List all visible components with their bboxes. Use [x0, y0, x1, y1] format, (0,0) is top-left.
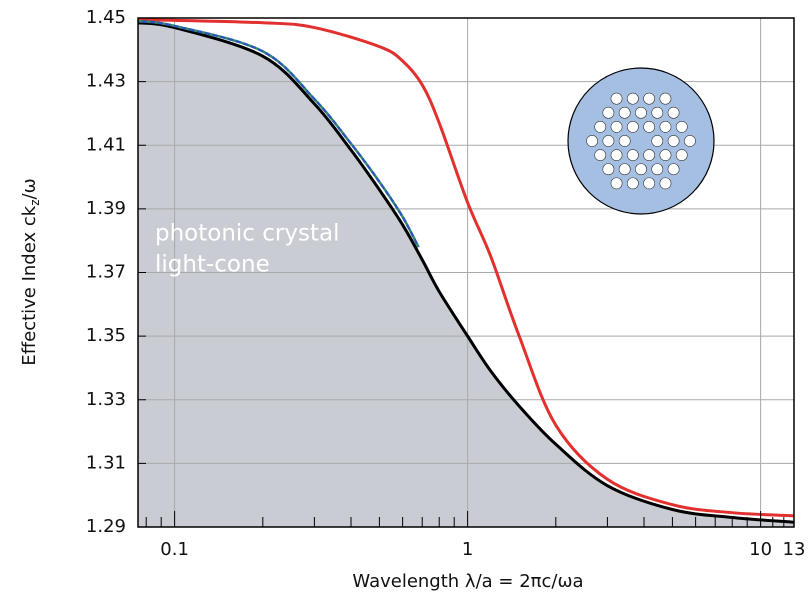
air-hole	[594, 120, 607, 133]
annotation: light-cone	[155, 252, 270, 278]
x-tick-label: 1	[462, 539, 473, 560]
y-tick-label: 1.35	[86, 325, 126, 346]
y-label-sub: z	[28, 199, 42, 205]
air-hole	[675, 149, 688, 162]
air-hole	[651, 106, 664, 119]
air-hole	[610, 92, 623, 105]
x-tick-label: 10	[749, 539, 772, 560]
air-hole	[610, 149, 623, 162]
fiber-cross-section	[567, 67, 715, 215]
air-hole	[618, 106, 631, 119]
air-hole	[643, 120, 656, 133]
air-hole	[626, 177, 639, 190]
air-hole	[675, 120, 688, 133]
line-series	[137, 18, 795, 518]
y-tick-label: 1.39	[86, 198, 126, 219]
air-hole	[667, 163, 680, 176]
air-hole	[643, 92, 656, 105]
line-series-under	[137, 19, 420, 248]
air-hole	[602, 106, 615, 119]
air-hole	[610, 177, 623, 190]
y-tick-label: 1.37	[86, 262, 126, 283]
air-hole	[626, 92, 639, 105]
x-tick-label: 0.1	[160, 539, 189, 560]
air-hole	[667, 135, 680, 147]
air-hole	[626, 120, 639, 133]
y-tick-label: 1.41	[86, 134, 126, 155]
air-hole	[635, 163, 647, 176]
air-hole	[651, 163, 664, 176]
x-tick-label: 13	[783, 539, 806, 560]
y-axis-label: Effective Index ckz/ω	[19, 178, 42, 365]
air-hole	[659, 177, 672, 190]
y-tick-label: 1.45	[86, 7, 126, 28]
y-label-main: Effective Index ck	[19, 205, 40, 365]
line-series	[137, 21, 795, 524]
air-hole	[659, 92, 672, 105]
air-hole	[602, 163, 615, 176]
air-hole	[618, 163, 631, 176]
air-hole	[659, 149, 672, 162]
air-hole	[635, 106, 647, 119]
air-hole	[586, 135, 598, 147]
air-hole	[651, 135, 664, 147]
y-tick-label: 1.31	[86, 452, 126, 473]
x-axis-label: Wavelength λ/a = 2πc/ωa	[352, 571, 583, 592]
air-hole	[626, 149, 639, 162]
y-tick-label: 1.29	[86, 516, 126, 537]
air-hole	[643, 177, 656, 190]
air-hole	[618, 135, 631, 147]
annotation: photonic crystal	[155, 221, 339, 247]
air-hole	[610, 120, 623, 133]
air-hole	[643, 149, 656, 162]
y-label-rest: /ω	[19, 178, 40, 199]
y-tick-label: 1.43	[86, 71, 126, 92]
air-hole	[594, 149, 607, 162]
line-series	[137, 19, 420, 248]
light-cone-area	[138, 22, 794, 527]
air-hole	[667, 106, 680, 119]
y-tick-label: 1.33	[86, 389, 126, 410]
air-hole	[659, 120, 672, 133]
air-hole	[684, 135, 696, 147]
air-hole	[602, 135, 615, 147]
